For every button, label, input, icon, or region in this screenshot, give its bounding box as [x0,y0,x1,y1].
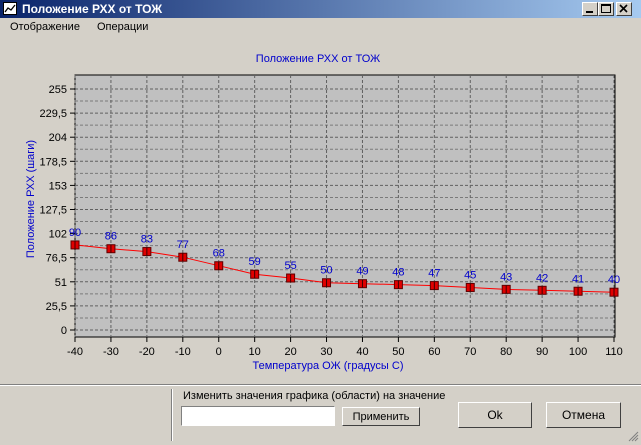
data-label: 40 [608,274,620,286]
minimize-icon [586,11,593,13]
resize-grip-icon[interactable] [628,431,639,442]
x-tick-label: 60 [428,346,440,358]
data-label: 77 [177,239,189,251]
window-title: Положение РХХ от ТОЖ [22,2,163,16]
x-axis: -40 -30 -20 -10 0 10 20 30 40 50 60 70 80 90 100 110 [67,337,623,358]
x-tick-label: -10 [175,346,191,358]
data-label: 49 [356,266,368,278]
data-label: 59 [249,256,261,268]
change-value-label: Изменить значения графика (области) на з… [183,390,446,402]
ok-button[interactable]: Ok [458,402,532,428]
x-tick-label: -30 [103,346,119,358]
data-label: 48 [392,267,404,279]
x-tick-label: 0 [216,346,222,358]
apply-button[interactable]: Применить [342,407,420,426]
y-tick-label: 204 [49,132,67,144]
y-tick-label: 255 [49,84,67,96]
y-tick-label: 25,5 [46,301,67,313]
x-tick-label: 10 [249,346,261,358]
data-label: 68 [213,248,225,260]
data-label: 41 [572,273,584,285]
point-labels: 90 86 83 77 68 59 55 50 49 48 47 45 43 42 41 40 [69,227,620,286]
y-tick-label: 127,5 [39,205,67,217]
x-tick-label: 110 [605,346,623,358]
y-tick-label: 51 [55,277,67,289]
close-button[interactable] [616,2,632,16]
x-tick-label: 50 [392,346,404,358]
chart-title: Положение РХХ от ТОЖ [256,53,380,65]
data-label: 86 [105,231,117,243]
x-axis-label: Температура ОЖ (градусы С) [253,360,404,372]
x-tick-label: 30 [320,346,332,358]
value-input[interactable] [181,406,335,426]
data-label: 50 [320,265,332,277]
x-tick-label: 40 [356,346,368,358]
markers [70,240,619,297]
menu-bar: Отображение Операции [0,18,641,36]
y-tick-label: 76,5 [46,253,67,265]
y-tick-label: 178,5 [39,156,67,168]
x-tick-label: 80 [500,346,512,358]
x-tick-label: -40 [67,346,83,358]
app-icon [3,2,17,15]
data-label: 83 [141,234,153,246]
title-bar: Положение РХХ от ТОЖ [0,0,641,18]
data-label: 43 [500,271,512,283]
series-line [74,244,615,293]
data-label: 90 [69,227,81,239]
x-tick-label: 100 [569,346,587,358]
chart[interactable]: Положение РХХ от ТОЖ 0 25,5 51 76,5 102 127,5… [0,36,641,384]
panel-divider [171,389,173,441]
x-tick-label: 20 [284,346,296,358]
y-tick-label: 102 [49,229,67,241]
close-icon [619,4,628,13]
cancel-button[interactable]: Отмена [546,402,621,428]
y-axis-label: Положение РХХ (шаги) [25,140,37,258]
x-tick-label: -20 [139,346,155,358]
y-tick-label: 229,5 [39,108,67,120]
y-tick-label: 0 [61,325,67,337]
data-label: 55 [284,260,296,272]
data-label: 42 [536,272,548,284]
x-tick-label: 90 [536,346,548,358]
minimize-button[interactable] [582,2,598,16]
data-label: 47 [428,268,440,280]
menu-display[interactable]: Отображение [10,21,80,33]
y-axis: 0 25,5 51 76,5 102 127,5 153 178,5 204 229,5 255 [39,84,75,337]
menu-operations[interactable]: Операции [97,21,149,33]
maximize-icon [601,4,611,13]
maximize-button[interactable] [598,2,614,16]
y-tick-label: 153 [49,180,67,192]
plot-area[interactable] [74,74,616,338]
x-tick-label: 70 [464,346,476,358]
chart-container: Положение РХХ от ТОЖ 0 25,5 51 76,5 102 127,5… [0,36,641,384]
data-label: 45 [464,269,476,281]
grid-lines [74,75,615,337]
bottom-panel [0,384,641,445]
